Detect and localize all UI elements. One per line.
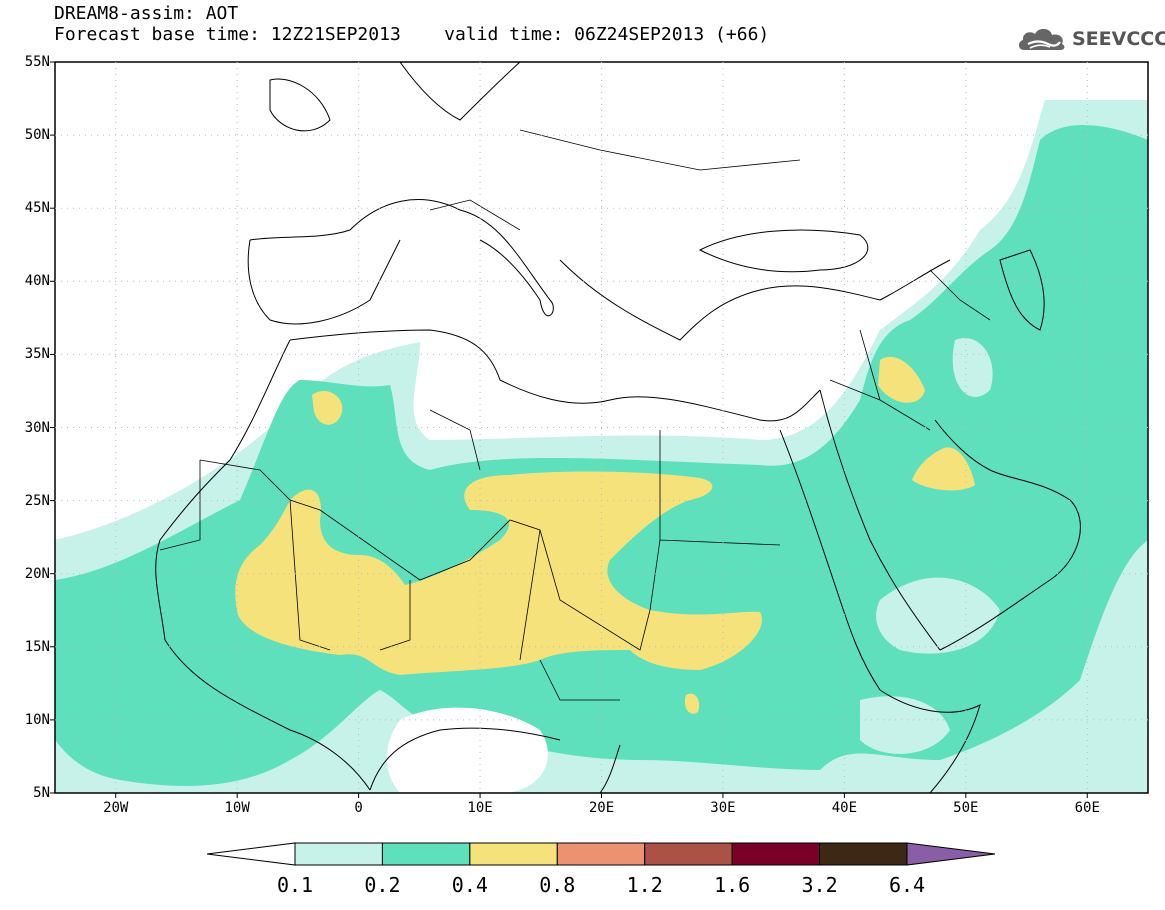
graticule — [55, 62, 1148, 793]
colorbar-label: 1.6 — [714, 873, 751, 897]
colorbar-label: 0.2 — [364, 873, 401, 897]
coastline-black-sea — [698, 229, 869, 273]
map-subtitle: Forecast base time: 12Z21SEP2013 valid t… — [54, 24, 770, 45]
lat-label: 40N — [24, 273, 50, 290]
colorbar-box — [294, 842, 383, 866]
colorbar-lower-arrow — [206, 842, 296, 866]
colorbar-box — [469, 842, 558, 866]
colorbar-box — [556, 842, 646, 866]
colorbar-upper-arrow — [906, 842, 996, 866]
lat-label: 25N — [24, 492, 50, 509]
coastlines — [155, 62, 1081, 793]
lat-label: 30N — [24, 419, 50, 436]
lat-label: 55N — [24, 54, 50, 70]
aot-hole — [860, 696, 950, 754]
aot-band-04-08 — [684, 693, 700, 714]
coastline-africa-west — [155, 339, 371, 791]
coastline-iberia — [247, 239, 401, 325]
coastline-caspian — [999, 249, 1045, 331]
country-borders — [159, 129, 991, 701]
axis-ticks — [50, 61, 1088, 798]
lat-label: 45N — [24, 200, 50, 217]
lon-label: 20E — [588, 800, 615, 816]
coastline-horn — [879, 689, 981, 793]
colorbar-label: 3.2 — [801, 873, 838, 897]
border — [159, 129, 991, 701]
colorbar — [206, 842, 996, 866]
aot-hole — [952, 338, 993, 397]
lat-label: 35N — [24, 346, 50, 363]
lat-label: 10N — [24, 711, 50, 728]
lon-label: 0 — [354, 800, 363, 816]
lat-label: 20N — [24, 565, 50, 582]
colorbar-box — [381, 842, 471, 866]
aot-clear — [386, 707, 548, 793]
coastline-scandinavia — [399, 62, 521, 121]
lon-label: 20W — [103, 800, 129, 816]
cloud-icon — [1018, 28, 1065, 50]
colorbar-box — [819, 842, 908, 866]
lon-label: 10E — [467, 800, 493, 816]
colorbar-label: 6.4 — [888, 873, 926, 897]
aot-hole — [876, 577, 1000, 654]
coastline-europe — [249, 199, 951, 341]
aot-band-04-08 — [312, 391, 343, 425]
lon-label: 60E — [1074, 800, 1100, 816]
lat-label: 15N — [24, 638, 50, 655]
colorbar-box — [644, 842, 733, 866]
lat-label: 50N — [24, 127, 50, 144]
coastline-mediterranean-south — [289, 329, 821, 422]
lon-label: 30E — [710, 800, 736, 816]
map-title: DREAM8-assim: AOT — [54, 3, 239, 24]
aot-band-04-08 — [878, 356, 925, 403]
colorbar-label: 0.8 — [539, 873, 576, 897]
coastline-britain — [269, 78, 331, 132]
lon-label: 10W — [224, 800, 250, 816]
lat-label: 5N — [33, 785, 50, 801]
coastline-arabia — [934, 419, 1081, 651]
aot-band-04-08 — [912, 447, 975, 491]
coastline-gulf-guinea — [369, 727, 621, 793]
seevccc-logo: SEEVCCC — [1016, 22, 1165, 56]
colorbar-box — [731, 842, 821, 866]
logo-text: SEEVCCC — [1072, 28, 1165, 50]
colorbar-label: 1.2 — [626, 873, 663, 897]
colorbar-label: 0.1 — [276, 873, 314, 897]
lon-label: 50E — [953, 800, 979, 816]
colorbar-label: 0.4 — [451, 873, 488, 897]
coastline-red-sea — [779, 389, 941, 691]
lon-label: 40E — [831, 800, 858, 816]
aot-band-04-08 — [235, 471, 762, 675]
